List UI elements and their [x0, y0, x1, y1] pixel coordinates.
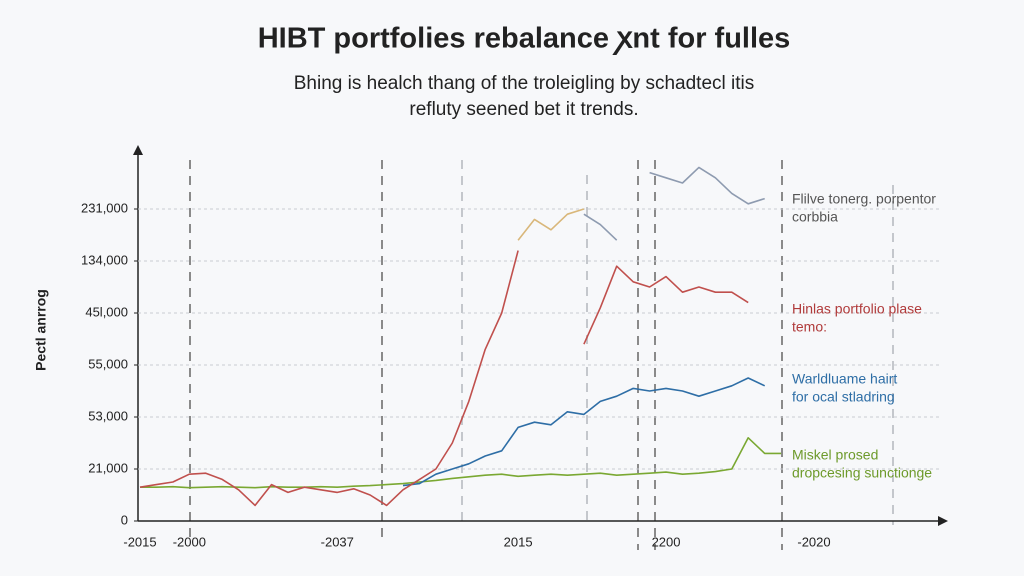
annotation: dropcesing sunctionge — [792, 465, 932, 481]
series-line — [402, 377, 766, 487]
y-tick-label: 21,000 — [88, 460, 128, 475]
annotation: Miskel prosed — [792, 447, 878, 463]
dividers — [189, 160, 894, 550]
x-tick-label: 2200 — [652, 534, 681, 549]
y-axis-arrow — [133, 145, 143, 155]
y-axis-title: Pectl anrrog — [33, 289, 49, 371]
x-axis-arrow — [938, 516, 948, 526]
annotation: for ocal stladring — [792, 389, 895, 405]
x-tick-label: 2015 — [504, 534, 533, 549]
series-line — [517, 208, 585, 241]
subtitle: refluty seened bet it trends. — [409, 99, 638, 120]
x-tick-label: -2015 — [123, 534, 156, 549]
annotation: Warldluame hairt — [792, 371, 897, 387]
annotation: Hinlas portfolio plase — [792, 301, 922, 317]
x-tick-label: -2000 — [173, 534, 206, 549]
annotation: Flilve tonerg. porpentor — [792, 191, 936, 207]
annotation: temo: — [792, 319, 827, 335]
x-tick-label: -2020 — [797, 534, 830, 549]
series-line — [139, 250, 749, 507]
y-tick-label: 134,000 — [81, 252, 128, 267]
y-tick-label: 231,000 — [81, 200, 128, 215]
series-line — [140, 437, 782, 489]
annotation: corbbia — [792, 209, 838, 225]
y-tick-label: 53,000 — [88, 408, 128, 423]
y-tick-label: 0 — [121, 512, 128, 527]
subtitle: Bhing is healch thang of the troleigling… — [294, 73, 755, 94]
x-tick-label: -2037 — [321, 534, 354, 549]
series-line — [583, 166, 765, 241]
y-tick-label: 45l,000 — [85, 304, 128, 319]
y-tick-label: 55,000 — [88, 356, 128, 371]
chart-title: HIBT portfolies rebalance ꭗnt for fulles — [258, 23, 791, 56]
